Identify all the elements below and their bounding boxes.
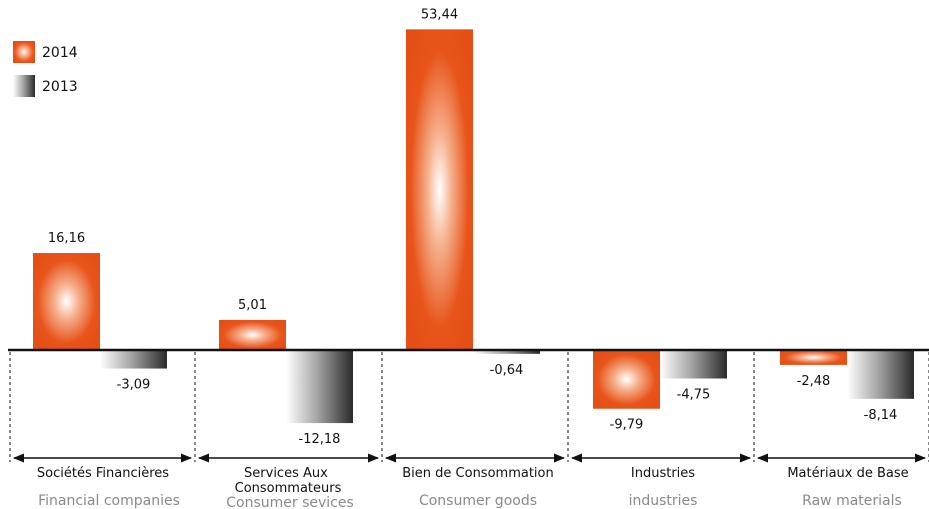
- bar-2014-4: [593, 350, 660, 409]
- category-label-line-2: Consommateurs: [235, 481, 342, 496]
- legend-swatch-2013: [13, 75, 35, 97]
- value-label-2014-3: 53,44: [421, 7, 458, 22]
- bar-2014-3: [406, 29, 473, 351]
- value-label-2013-1: -3,09: [117, 378, 151, 393]
- category-label-societes-financieres: Sociétés Financières: [37, 466, 169, 481]
- bars: [33, 29, 914, 424]
- category-sublabel-consumer-goods: Consumer goods: [419, 493, 537, 509]
- legend-swatch-2014: [13, 41, 35, 63]
- category-sublabel-industries: industries: [629, 493, 698, 509]
- bar-2013-4: [660, 350, 727, 379]
- bar-2014-2: [219, 319, 286, 350]
- bar-2013-1: [100, 350, 167, 369]
- category-label-materiaux-de-base: Matériaux de Base: [787, 466, 908, 481]
- category-sublabel-consumer-sevices: Consumer sevices: [226, 495, 354, 509]
- category-label-industries: Industries: [631, 466, 695, 481]
- value-labels: 16,16 5,01 53,44 -9,79 -2,48 -3,09 -12,18 -0,64…: [48, 7, 897, 447]
- legend-label-2013: 2013: [42, 79, 78, 95]
- category-dividers: [9, 352, 929, 462]
- bar-2013-3: [473, 350, 540, 354]
- value-label-2014-2: 5,01: [238, 298, 267, 313]
- value-label-2013-2: -12,18: [299, 432, 341, 447]
- bar-2014-5: [780, 350, 847, 365]
- bar-2014-1: [33, 253, 100, 350]
- value-label-2014-4: -9,79: [610, 418, 644, 433]
- category-labels: Sociétés Financières Financial companies…: [37, 466, 909, 509]
- bar-2013-2: [286, 350, 353, 424]
- value-label-2013-3: -0,64: [490, 363, 524, 378]
- value-label-2014-1: 16,16: [48, 231, 85, 246]
- legend-label-2014: 2014: [42, 45, 78, 61]
- category-sublabel-financial-companies: Financial companies: [38, 493, 180, 509]
- bar-2013-5: [847, 350, 914, 399]
- category-sublabel-raw-materials: Raw materials: [802, 493, 902, 509]
- value-label-2013-4: -4,75: [677, 388, 711, 403]
- category-label-services-aux-consommateurs: Services Aux Consommateurs: [235, 466, 342, 496]
- legend: 2014 2013: [13, 41, 78, 97]
- value-label-2013-5: -8,14: [864, 408, 898, 423]
- category-label-bien-de-consommation: Bien de Consommation: [402, 466, 553, 481]
- category-label-line-1: Services Aux: [244, 466, 328, 481]
- value-label-2014-5: -2,48: [797, 374, 831, 389]
